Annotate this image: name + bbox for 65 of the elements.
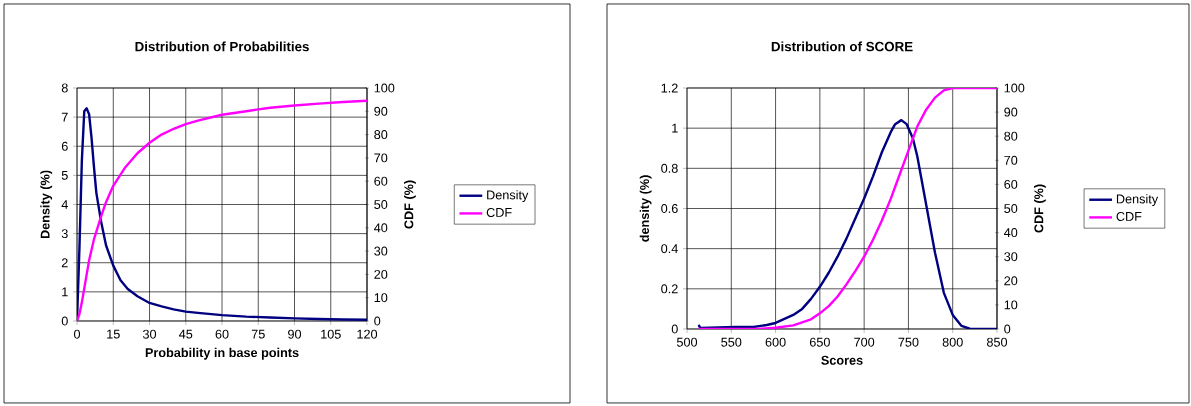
y2-tick-label: 90 — [1004, 107, 1018, 117]
y2-tick-label: 20 — [374, 269, 388, 279]
y2-tick-label: 10 — [1004, 300, 1018, 310]
y-tick-label: 0.2 — [661, 284, 678, 294]
y2-axis-title: CDF (%) — [404, 180, 416, 229]
x-tick-label: 90 — [288, 329, 302, 339]
legend-label: CDF — [486, 207, 512, 217]
x-tick-label: 700 — [854, 337, 875, 347]
y-tick-label: 7 — [61, 112, 68, 122]
y2-tick-label: 30 — [374, 246, 388, 256]
chart-title: Distribution of SCORE — [771, 41, 913, 52]
y-tick-label: 1 — [672, 123, 678, 133]
y2-tick-label: 100 — [1004, 83, 1025, 93]
y-tick-label: 0 — [61, 316, 68, 326]
x-tick-label: 0 — [74, 329, 81, 339]
legend-label: CDF — [1116, 211, 1142, 221]
y-tick-label: 3 — [61, 229, 68, 239]
y2-tick-label: 30 — [1004, 252, 1018, 262]
y2-tick-label: 100 — [374, 83, 395, 93]
x-axis-title: Scores — [821, 355, 863, 365]
y-tick-label: 0.6 — [661, 204, 678, 213]
y2-tick-label: 90 — [374, 106, 388, 116]
y2-tick-label: 80 — [374, 130, 388, 140]
y2-tick-label: 60 — [374, 176, 388, 186]
x-tick-label: 800 — [942, 337, 963, 347]
y-tick-label: 1 — [62, 287, 68, 297]
y-tick-label: 8 — [61, 83, 68, 93]
y-tick-label: 1.2 — [661, 83, 678, 93]
legend-label: Density — [487, 190, 529, 202]
y-tick-label: 6 — [61, 141, 68, 151]
x-tick-label: 120 — [357, 329, 378, 339]
x-tick-label: 30 — [142, 329, 157, 339]
y-tick-label: 5 — [61, 170, 68, 180]
x-tick-label: 500 — [676, 337, 698, 347]
y2-tick-label: 20 — [1004, 276, 1018, 286]
x-tick-label: 75 — [251, 329, 265, 339]
y-tick-label: 4 — [61, 200, 68, 209]
y2-tick-label: 40 — [1004, 228, 1018, 238]
x-tick-label: 650 — [809, 337, 830, 347]
x-tick-label: 550 — [721, 337, 742, 347]
x-tick-label: 105 — [321, 329, 341, 339]
y2-tick-label: 50 — [374, 200, 388, 209]
x-tick-label: 60 — [215, 329, 229, 339]
x-axis-title: Probability in base points — [145, 347, 299, 360]
y2-tick-label: 70 — [374, 153, 388, 163]
y2-tick-label: 60 — [1004, 179, 1018, 189]
y2-tick-label: 0 — [374, 316, 381, 326]
chart-title: Distribution of Probabilities — [135, 41, 309, 52]
y2-tick-label: 50 — [1004, 204, 1018, 213]
y2-tick-label: 80 — [1004, 131, 1018, 141]
y2-tick-label: 70 — [1004, 155, 1018, 165]
y2-tick-label: 10 — [374, 293, 388, 303]
y-axis-title: Density (%) — [40, 170, 53, 239]
y-tick-label: 2 — [61, 258, 68, 268]
y2-axis-title: CDF (%) — [1033, 184, 1046, 233]
y2-tick-label: 40 — [374, 223, 388, 233]
x-tick-label: 750 — [898, 337, 919, 347]
legend-label: Density — [1116, 194, 1159, 206]
x-tick-label: 850 — [986, 337, 1008, 347]
x-tick-label: 45 — [179, 329, 193, 339]
x-tick-label: 15 — [107, 329, 120, 339]
y-tick-label: 0.4 — [661, 244, 678, 254]
y-tick-label: 0.8 — [661, 163, 678, 173]
x-tick-label: 600 — [765, 337, 786, 347]
y-axis-title: density (%) — [639, 175, 652, 242]
